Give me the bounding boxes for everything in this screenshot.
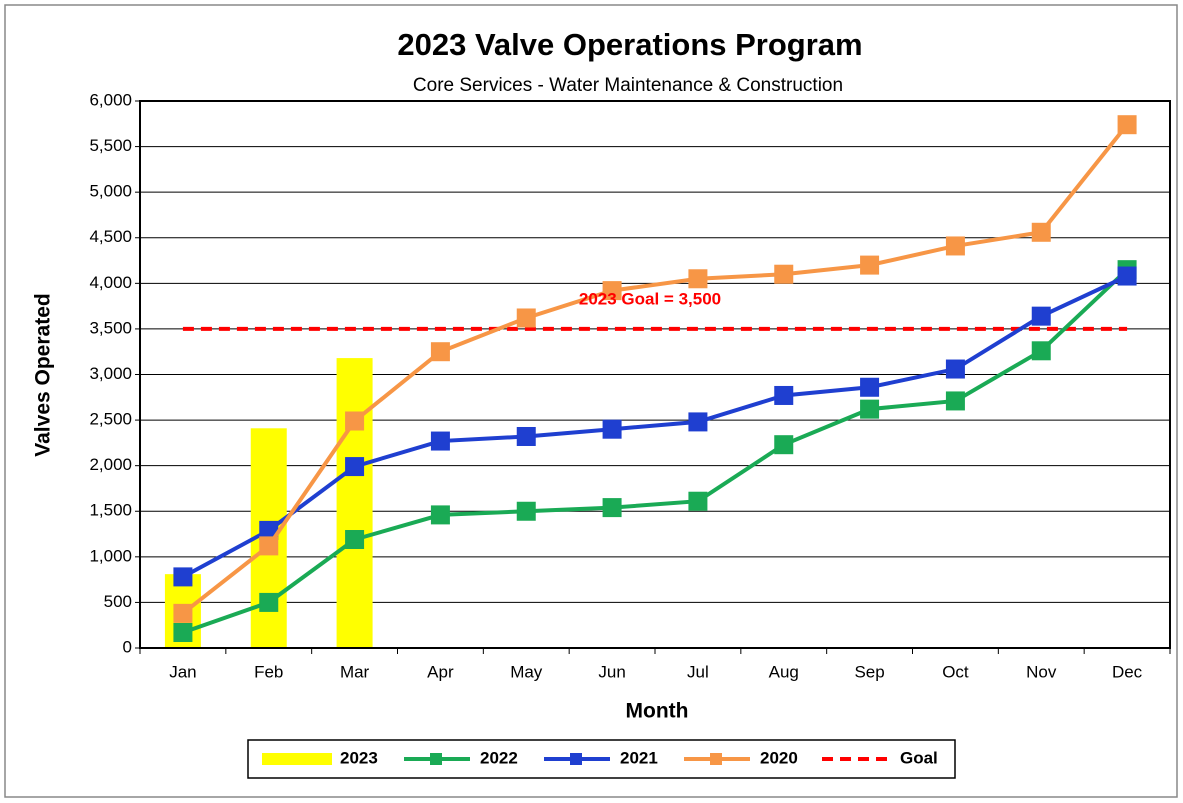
marker xyxy=(774,385,794,405)
marker xyxy=(688,269,708,289)
y-tick-label: 0 xyxy=(123,637,132,656)
y-tick-label: 4,000 xyxy=(89,273,132,292)
series-line xyxy=(181,274,1128,579)
y-tick-label: 6,000 xyxy=(89,90,132,109)
marker xyxy=(345,530,365,550)
marker xyxy=(945,359,965,379)
plot-area xyxy=(139,100,1171,649)
legend-label: 2020 xyxy=(760,748,798,767)
marker xyxy=(860,377,880,397)
marker xyxy=(516,308,536,328)
y-tick-label: 5,500 xyxy=(89,136,132,155)
marker xyxy=(602,281,622,301)
y-tick-label: 2,500 xyxy=(89,410,132,429)
x-axis-title: Month xyxy=(626,700,689,723)
y-tick-label: 2,000 xyxy=(89,455,132,474)
y-tick-label: 4,500 xyxy=(89,227,132,246)
marker xyxy=(1031,341,1051,361)
legend-label: 2023 xyxy=(340,748,378,767)
legend-label: 2021 xyxy=(620,748,658,767)
marker xyxy=(173,603,193,623)
legend-swatch xyxy=(262,753,332,765)
marker xyxy=(430,431,450,451)
marker xyxy=(516,501,536,521)
marker xyxy=(945,391,965,411)
x-tick-label: Mar xyxy=(340,662,370,681)
marker xyxy=(602,498,622,518)
chart-subtitle: Core Services - Water Maintenance & Cons… xyxy=(413,75,843,96)
legend-label: 2022 xyxy=(480,748,518,767)
marker xyxy=(602,419,622,439)
marker xyxy=(860,255,880,275)
x-tick-label: Jan xyxy=(169,662,196,681)
legend-label: Goal xyxy=(900,748,938,767)
marker xyxy=(774,264,794,284)
marker xyxy=(860,399,880,419)
x-tick-label: May xyxy=(510,662,543,681)
legend-marker xyxy=(710,753,722,765)
marker xyxy=(345,411,365,431)
x-tick-label: Jun xyxy=(598,662,625,681)
bar xyxy=(336,358,373,648)
chart-frame xyxy=(4,4,1178,798)
marker xyxy=(688,412,708,432)
marker xyxy=(345,457,365,477)
marker xyxy=(173,567,193,587)
marker xyxy=(430,342,450,362)
x-tick-label: Nov xyxy=(1026,662,1057,681)
x-tick-label: Aug xyxy=(769,662,799,681)
y-axis-title: Valves Operated xyxy=(32,293,55,456)
y-tick-label: 1,000 xyxy=(89,546,132,565)
marker xyxy=(1117,115,1137,135)
marker xyxy=(688,491,708,511)
x-tick-label: Oct xyxy=(942,662,969,681)
y-tick-label: 1,500 xyxy=(89,501,132,520)
marker xyxy=(945,236,965,256)
y-tick-label: 3,500 xyxy=(89,318,132,337)
x-tick-label: Sep xyxy=(854,662,884,681)
marker xyxy=(774,435,794,455)
marker xyxy=(1117,266,1137,286)
marker xyxy=(259,536,279,556)
marker xyxy=(173,623,193,643)
goal-annotation: 2023 Goal = 3,500 xyxy=(579,289,721,308)
y-tick-label: 500 xyxy=(104,592,132,611)
legend-marker xyxy=(570,753,582,765)
marker xyxy=(516,426,536,446)
series-line xyxy=(182,268,1129,635)
legend-marker xyxy=(430,753,442,765)
marker xyxy=(1031,222,1051,242)
x-tick-label: Feb xyxy=(254,662,283,681)
chart-title: 2023 Valve Operations Program xyxy=(397,27,862,62)
x-tick-label: Apr xyxy=(427,662,454,681)
marker xyxy=(1031,306,1051,326)
y-tick-label: 3,000 xyxy=(89,364,132,383)
x-tick-label: Jul xyxy=(687,662,709,681)
series-line xyxy=(181,123,1129,615)
marker xyxy=(430,505,450,525)
x-tick-label: Dec xyxy=(1112,662,1143,681)
y-tick-label: 5,000 xyxy=(89,182,132,201)
marker xyxy=(259,592,279,612)
